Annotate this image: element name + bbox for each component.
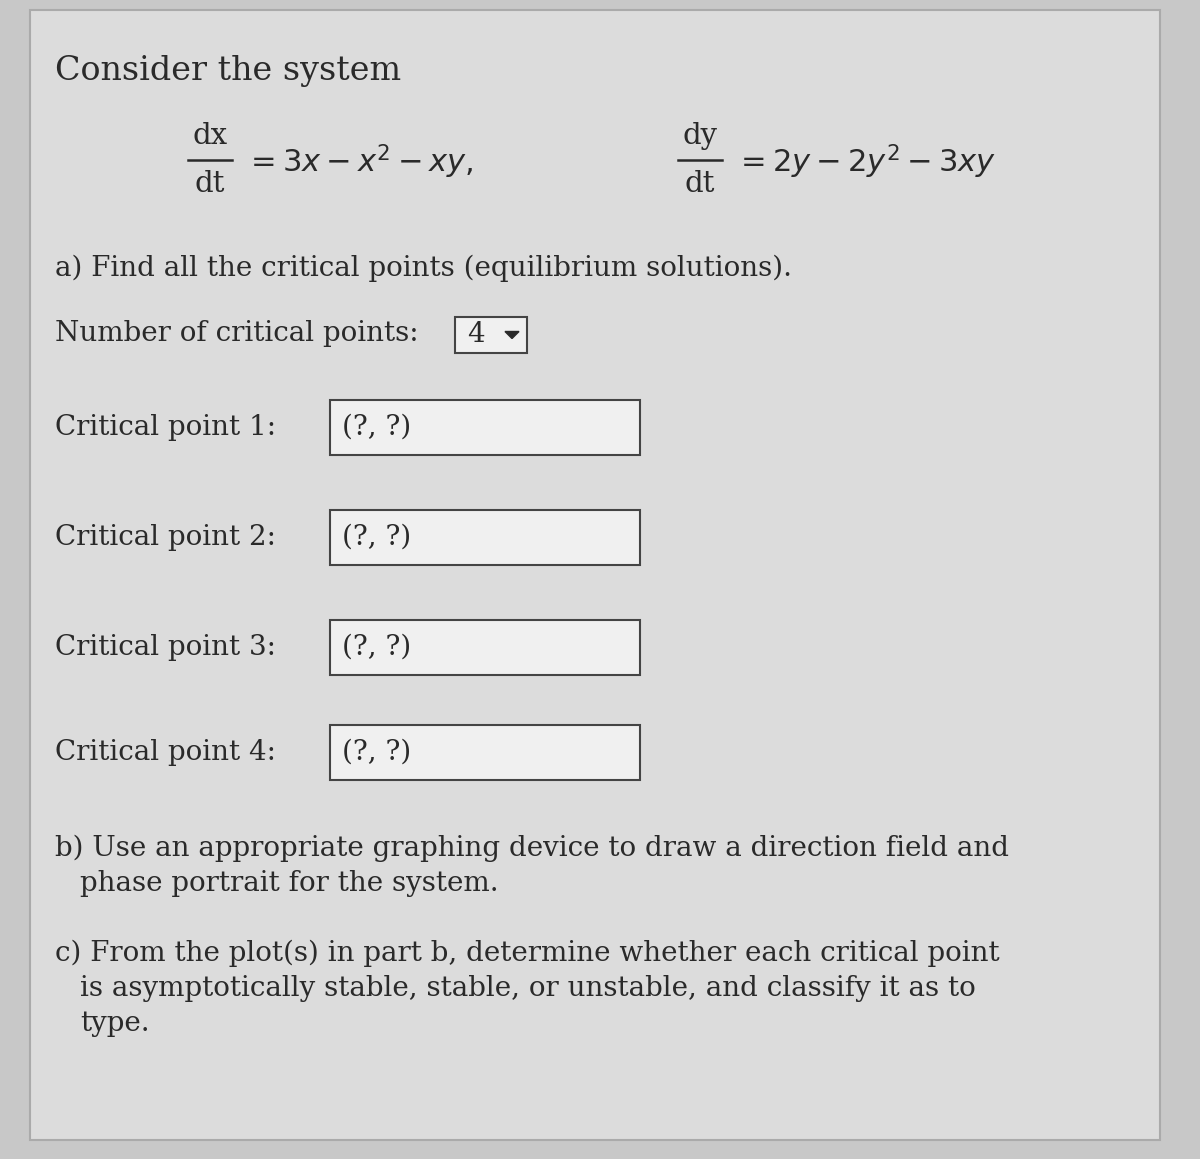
Text: Number of critical points:: Number of critical points: [55,320,419,347]
FancyBboxPatch shape [330,726,640,780]
Text: Critical point 4:: Critical point 4: [55,739,276,766]
Text: dt: dt [685,170,715,198]
FancyBboxPatch shape [330,620,640,675]
Text: a) Find all the critical points (equilibrium solutions).: a) Find all the critical points (equilib… [55,255,792,283]
Text: phase portrait for the system.: phase portrait for the system. [80,870,499,897]
Text: is asymptotically stable, stable, or unstable, and classify it as to: is asymptotically stable, stable, or uns… [80,975,976,1003]
Text: dt: dt [194,170,226,198]
Text: (?, ?): (?, ?) [342,524,412,551]
Polygon shape [505,331,520,338]
Text: (?, ?): (?, ?) [342,634,412,661]
FancyBboxPatch shape [330,510,640,564]
Text: dy: dy [683,122,718,150]
Text: $= 2y - 2y^2 - 3xy$: $= 2y - 2y^2 - 3xy$ [734,143,996,181]
Text: dx: dx [192,122,228,150]
Text: (?, ?): (?, ?) [342,414,412,442]
Text: type.: type. [80,1009,150,1037]
Text: $= 3x - x^2 - xy,$: $= 3x - x^2 - xy,$ [245,143,474,181]
Text: b) Use an appropriate graphing device to draw a direction field and: b) Use an appropriate graphing device to… [55,834,1009,862]
Text: Consider the system: Consider the system [55,54,401,87]
FancyBboxPatch shape [455,318,527,353]
FancyBboxPatch shape [330,400,640,455]
Text: Critical point 1:: Critical point 1: [55,414,276,442]
Text: (?, ?): (?, ?) [342,739,412,766]
FancyBboxPatch shape [30,10,1160,1140]
Text: Critical point 2:: Critical point 2: [55,524,276,551]
Text: 4: 4 [467,321,485,349]
Text: Critical point 3:: Critical point 3: [55,634,276,661]
Text: c) From the plot(s) in part b, determine whether each critical point: c) From the plot(s) in part b, determine… [55,940,1000,968]
